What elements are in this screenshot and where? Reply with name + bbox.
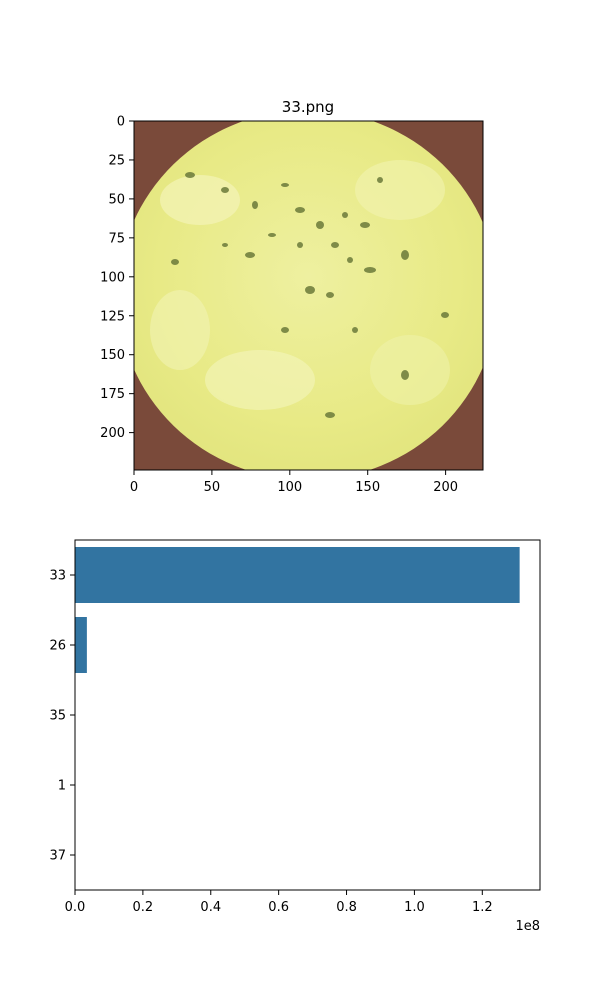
x-offset-label: 1e8 bbox=[515, 919, 540, 934]
image-x-tick-label: 150 bbox=[355, 480, 380, 495]
bar-33 bbox=[75, 547, 520, 603]
image-y-tick-label: 100 bbox=[100, 270, 125, 285]
bar-category-label: 26 bbox=[49, 639, 66, 654]
bar-y-ticks: 33 26 35 1 37 bbox=[49, 569, 75, 864]
image-y-tick-label: 175 bbox=[100, 387, 125, 402]
image-x-tick-label: 200 bbox=[433, 480, 458, 495]
image-title: 33.png bbox=[282, 98, 334, 116]
image-x-tick-label: 0 bbox=[130, 480, 138, 495]
image-x-tick-label: 50 bbox=[204, 480, 221, 495]
bar-x-tick-label: 0.2 bbox=[133, 900, 154, 915]
image-x-ticks: 0 50 100 150 200 bbox=[130, 470, 458, 495]
bar-axes: 0.0 0.2 0.4 0.6 0.8 1.0 1.2 33 26 35 1 37 1e8 bbox=[49, 539, 541, 934]
image-frame bbox=[133, 120, 484, 471]
image-y-tick-label: 50 bbox=[108, 192, 125, 207]
bar-category-label: 37 bbox=[49, 849, 66, 864]
image-axes: 33.png bbox=[100, 98, 484, 495]
image-y-tick-label: 0 bbox=[117, 115, 125, 130]
bar-x-ticks: 0.0 0.2 0.4 0.6 0.8 1.0 1.2 bbox=[65, 890, 493, 915]
bar-x-tick-label: 0.0 bbox=[65, 900, 86, 915]
bar-26 bbox=[75, 617, 87, 673]
image-x-tick-label: 100 bbox=[277, 480, 302, 495]
bar-x-tick-label: 0.4 bbox=[200, 900, 221, 915]
bar-x-tick-label: 0.6 bbox=[268, 900, 289, 915]
image-y-tick-label: 150 bbox=[100, 348, 125, 363]
bar-x-tick-label: 1.0 bbox=[404, 900, 425, 915]
bar-category-label: 1 bbox=[58, 779, 66, 794]
image-y-ticks: 0 25 50 75 100 125 150 175 200 bbox=[100, 115, 134, 441]
bar-category-label: 33 bbox=[49, 569, 66, 584]
food-image bbox=[134, 121, 483, 470]
bar-x-tick-label: 0.8 bbox=[336, 900, 357, 915]
bar-category-label: 35 bbox=[49, 709, 66, 724]
bar-x-tick-label: 1.2 bbox=[472, 900, 493, 915]
image-y-tick-label: 200 bbox=[100, 426, 125, 441]
image-y-tick-label: 25 bbox=[108, 153, 125, 168]
bar-series bbox=[75, 547, 520, 673]
image-y-tick-label: 125 bbox=[100, 309, 125, 324]
image-y-tick-label: 75 bbox=[108, 231, 125, 246]
